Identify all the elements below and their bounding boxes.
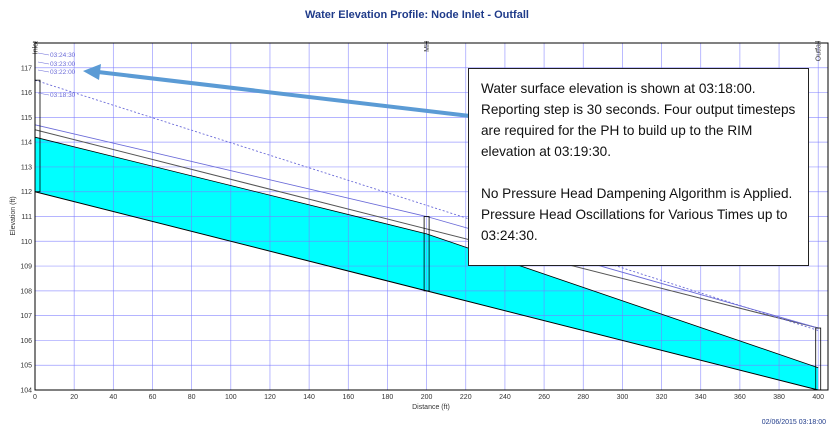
annotation-paragraph-1: Water surface elevation is shown at 03:1…: [481, 81, 796, 159]
time-label-pointer: [37, 69, 50, 73]
water-surface-line: [34, 136, 819, 369]
x-tick-label: 160: [342, 394, 354, 401]
y-tick-label: 114: [21, 140, 32, 147]
time-label: 03:18:30: [50, 92, 76, 99]
y-tick-label: 105: [20, 363, 32, 370]
annotation-box: Water surface elevation is shown at 03:1…: [468, 68, 809, 266]
time-label: 03:22:00: [50, 69, 76, 76]
x-tick-label: 320: [656, 394, 668, 401]
manhole-inlet: [34, 79, 41, 193]
y-tick-label: 112: [21, 189, 32, 196]
y-tick-label: 116: [21, 90, 32, 97]
node-label-inlet: Inlet: [33, 41, 40, 54]
chart-title: Water Elevation Profile: Node Inlet - Ou…: [305, 9, 529, 21]
x-tick-label: 300: [617, 394, 629, 401]
x-tick-label: 0: [33, 394, 37, 401]
x-tick-label: 360: [734, 394, 746, 401]
y-tick-label: 106: [20, 338, 32, 345]
y-tick-label: 104: [20, 388, 32, 395]
manhole-outfall: [815, 327, 822, 391]
x-tick-label: 200: [421, 394, 433, 401]
y-tick-label: 109: [20, 264, 32, 271]
x-tick-label: 100: [225, 394, 237, 401]
node-label-mh: MH: [424, 41, 431, 52]
hgl-line: [34, 79, 819, 331]
manhole-mh: [423, 216, 430, 292]
callout-arrow: [83, 64, 472, 118]
callout-arrow-shaft: [96, 70, 472, 118]
y-tick-label: 107: [20, 313, 32, 320]
x-tick-label: 240: [499, 394, 511, 401]
x-tick-label: 80: [188, 394, 196, 401]
x-tick-label: 280: [577, 394, 589, 401]
footer-timestamp: 02/06/2015 03:18:00: [762, 419, 826, 426]
annotation-paragraph-2: No Pressure Head Dampening Algorithm is …: [481, 186, 793, 243]
y-tick-label: 111: [21, 214, 32, 221]
time-label: 03:23:00: [50, 61, 76, 68]
x-tick-label: 60: [149, 394, 157, 401]
time-label: 03:24:30: [50, 52, 76, 59]
x-axis-label: Distance (ft): [412, 404, 450, 411]
time-label-pointer: [37, 92, 50, 96]
x-tick-label: 40: [109, 394, 117, 401]
x-tick-label: 140: [303, 394, 315, 401]
x-tick-label: 380: [773, 394, 785, 401]
time-label-pointer: [37, 61, 50, 65]
y-tick-label: 117: [21, 65, 32, 72]
callout-arrow-head: [83, 64, 101, 80]
y-tick-label: 108: [20, 288, 32, 295]
x-tick-label: 400: [812, 394, 824, 401]
y-tick-label: 115: [21, 115, 32, 122]
x-tick-label: 260: [538, 394, 550, 401]
pipe-crown-line: [34, 129, 819, 329]
x-tick-label: 220: [460, 394, 472, 401]
plot-border: [34, 42, 829, 391]
x-tick-label: 20: [70, 394, 78, 401]
node-label-outfall: Outfall: [816, 41, 823, 62]
x-tick-label: 180: [382, 394, 394, 401]
x-tick-label: 120: [264, 394, 276, 401]
y-tick-label: 113: [21, 164, 32, 171]
time-label-pointer: [37, 52, 50, 56]
y-axis-label: Elevation (ft): [10, 196, 17, 235]
y-tick-label: 110: [21, 239, 32, 246]
x-tick-label: 340: [695, 394, 707, 401]
